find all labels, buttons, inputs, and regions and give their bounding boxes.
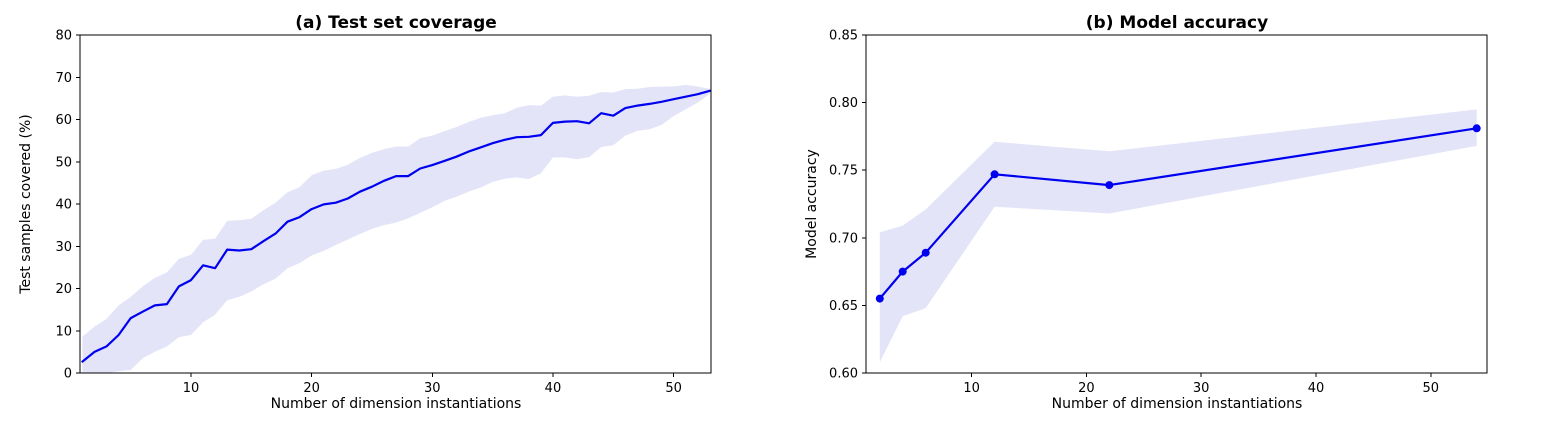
plot-areas: 10 20 30 40 50 0 10 20 30 40 50 60 70 80 10 20 30 40 50 0.6…: [55, 29, 1488, 396]
x-tick-label: 40: [1308, 381, 1325, 396]
y-tick-label: 70: [55, 71, 72, 86]
y-tick-label: 20: [55, 282, 72, 297]
chart-b-xlabel: Number of dimension instantiations: [1052, 396, 1303, 412]
data-point: [1472, 124, 1481, 133]
y-tick-label: 60: [55, 113, 72, 128]
x-tick-label: 50: [665, 381, 682, 396]
y-tick-label: 0.75: [829, 164, 858, 179]
y-tick-label: 80: [55, 29, 72, 44]
data-line: [878, 127, 1478, 300]
chart-b-title: (b) Model accuracy: [1086, 13, 1268, 33]
chart-b: 10 20 30 40 50 0.60 0.65 0.70 0.75 0.80 0.85: [829, 29, 1488, 396]
data-point: [990, 170, 999, 179]
x-tick-label: 20: [303, 381, 320, 396]
x-tick-label: 50: [1422, 381, 1439, 396]
data-point: [921, 248, 930, 257]
x-tick-label: 30: [424, 381, 441, 396]
x-tick-label: 30: [1193, 381, 1210, 396]
y-tick-label: 50: [55, 155, 72, 170]
y-tick-label: 0.80: [829, 96, 858, 111]
chart-b-ylabel: Model accuracy: [804, 149, 820, 259]
x-tick-label: 10: [963, 381, 980, 396]
confidence-band: [82, 84, 710, 374]
y-tick-label: 0.85: [829, 29, 858, 44]
data-line: [81, 89, 711, 363]
y-tick-label: 0.70: [829, 231, 858, 246]
y-tick-label: 30: [55, 240, 72, 255]
x-tick-label: 40: [545, 381, 562, 396]
data-point: [898, 267, 907, 276]
x-tick-label: 10: [183, 381, 200, 396]
chart-a-title: (a) Test set coverage: [295, 13, 497, 33]
y-tick-label: 0: [64, 367, 72, 382]
x-tick-label: 20: [1078, 381, 1095, 396]
y-tick-label: 0.65: [829, 299, 858, 314]
chart-a: 10 20 30 40 50 0 10 20 30 40 50 60 70 80: [55, 29, 712, 396]
y-tick-label: 10: [55, 324, 72, 339]
y-tick-label: 40: [55, 198, 72, 213]
data-point: [1105, 181, 1114, 190]
chart-a-ylabel: Test samples covered (%): [18, 114, 34, 294]
confidence-band: [879, 109, 1477, 363]
plot-border: [865, 34, 1488, 374]
y-tick-label: 0.60: [829, 367, 858, 382]
data-point: [875, 294, 884, 303]
chart-a-xlabel: Number of dimension instantiations: [271, 396, 522, 412]
